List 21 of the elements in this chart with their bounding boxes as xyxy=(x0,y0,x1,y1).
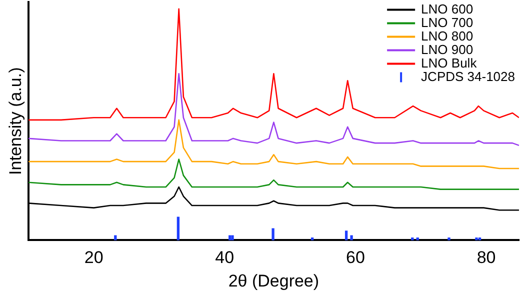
x-tick-label: 80 xyxy=(476,248,496,268)
bar xyxy=(272,228,274,240)
bar xyxy=(448,238,450,240)
x-tick-label: 40 xyxy=(215,248,234,268)
legend-label: JCPDS 34-1028 xyxy=(421,68,516,84)
bar xyxy=(231,235,234,240)
legend-label: LNO 900 xyxy=(421,42,474,57)
bar xyxy=(350,235,353,240)
x-tick-label: 60 xyxy=(346,248,365,268)
legend-label: LNO 800 xyxy=(421,28,474,44)
y-axis-title: Intensity (a.u.) xyxy=(6,67,25,175)
legend-label: LNO Bulk xyxy=(421,55,478,70)
x-axis-title: 2θ (Degree) xyxy=(228,271,320,290)
bar xyxy=(228,235,232,240)
bar xyxy=(176,216,180,240)
legend-label: LNO 600 xyxy=(421,1,474,16)
bar xyxy=(344,230,348,240)
bar xyxy=(475,238,478,240)
legend-label: LNO 700 xyxy=(421,14,474,30)
bar xyxy=(114,235,117,240)
x-tick-label: 20 xyxy=(84,248,104,268)
